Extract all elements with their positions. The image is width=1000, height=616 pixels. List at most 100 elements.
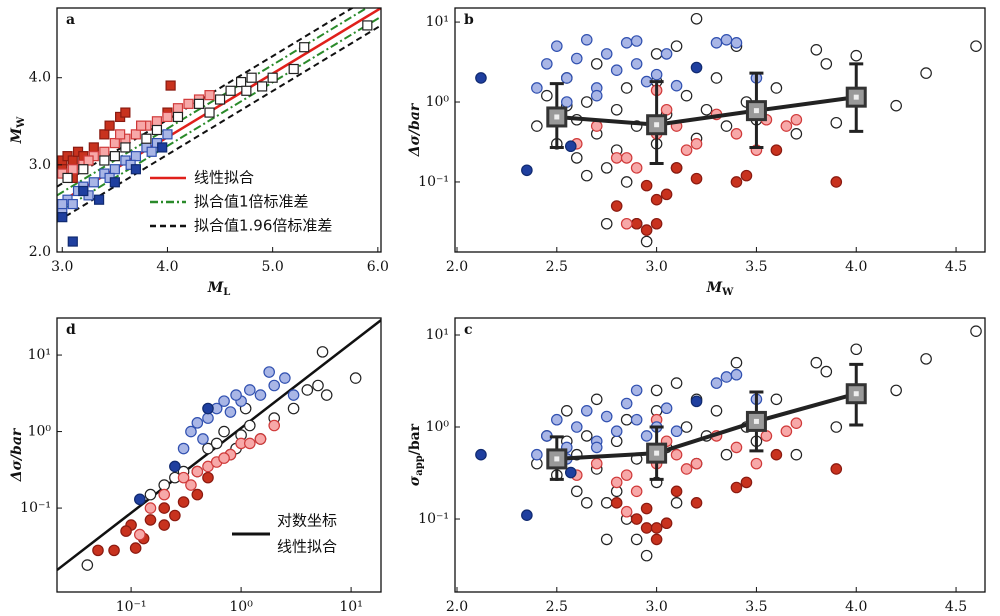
point	[541, 89, 553, 102]
binned-line	[556, 391, 857, 461]
point	[790, 113, 803, 126]
point	[610, 103, 623, 116]
point	[670, 79, 683, 92]
point	[620, 176, 633, 188]
plot-area	[475, 12, 982, 248]
point	[620, 413, 633, 426]
point	[720, 120, 733, 132]
point	[197, 433, 209, 445]
point	[730, 441, 743, 454]
point	[570, 421, 583, 433]
x-tick-label: 3.5	[745, 599, 767, 615]
panel: 10⁻¹10⁰10¹10⁻¹10⁰10¹σapp/barΔσ/bard对数坐标线…	[9, 317, 382, 615]
point	[750, 457, 763, 470]
y-tick-label: 10¹	[426, 327, 449, 343]
point	[551, 40, 563, 52]
y-tick-label: 10⁰	[28, 424, 52, 440]
point	[590, 120, 603, 132]
legend-label: 线性拟合	[277, 538, 337, 556]
legend-label: 线性拟合	[194, 169, 254, 187]
x-tick-label: 2.5	[546, 599, 568, 615]
point	[710, 377, 723, 389]
x-tick-label: 2.0	[446, 259, 468, 275]
point	[630, 533, 643, 546]
point	[650, 68, 663, 81]
point	[301, 384, 314, 396]
point	[610, 152, 623, 164]
point	[191, 417, 204, 429]
axis-label-main: M	[706, 280, 723, 296]
binned-mean-center	[853, 391, 859, 397]
point	[141, 133, 152, 144]
point	[185, 425, 197, 438]
y-tick-label: 10¹	[28, 347, 51, 363]
point	[780, 425, 793, 438]
axes-frame	[454, 7, 986, 253]
axis-label-sub: app	[414, 455, 425, 475]
point	[730, 128, 743, 140]
point	[99, 129, 110, 140]
axis-label-sub: L	[223, 287, 230, 298]
binned-mean-center	[853, 94, 859, 100]
y-tick-label: 10⁻¹	[418, 174, 449, 190]
point	[710, 37, 723, 49]
point	[590, 89, 603, 102]
point	[810, 356, 823, 369]
point	[670, 377, 683, 389]
point	[362, 20, 373, 31]
point	[610, 476, 623, 489]
legend-label: 对数坐标	[277, 512, 337, 530]
axis-label: σapp/bar	[407, 423, 425, 486]
point	[169, 509, 181, 522]
point	[157, 142, 168, 153]
band-lower	[57, 15, 381, 214]
point	[690, 457, 703, 470]
point	[120, 525, 132, 537]
point	[564, 466, 577, 479]
point	[78, 185, 89, 197]
point	[580, 169, 593, 182]
x-tick-label: 10⁻¹	[116, 599, 147, 615]
point	[680, 144, 693, 156]
panel-letter: d	[66, 322, 76, 338]
point	[640, 235, 653, 248]
point	[564, 140, 577, 153]
point	[104, 120, 115, 131]
point	[521, 164, 533, 177]
point	[210, 437, 223, 450]
point	[710, 405, 723, 417]
point	[620, 505, 633, 518]
point	[810, 43, 823, 56]
point	[720, 371, 733, 383]
point	[268, 419, 281, 432]
point	[134, 528, 146, 541]
point	[580, 430, 593, 442]
point	[320, 389, 333, 401]
x-tick-label: 3.0	[51, 259, 73, 275]
point	[531, 448, 543, 461]
point	[770, 393, 783, 406]
binned-mean-center	[554, 456, 560, 462]
point	[312, 379, 324, 392]
point	[130, 129, 141, 140]
point	[99, 146, 110, 157]
panel: 3.0 4.0 5.0 6.02.03.04.0MLMWa线性拟合拟合值1倍标准差拟合…	[9, 7, 389, 298]
point	[630, 513, 643, 525]
point	[169, 460, 181, 473]
point	[541, 58, 553, 70]
point	[254, 389, 267, 401]
point	[600, 497, 613, 509]
point	[316, 346, 329, 358]
point	[162, 129, 173, 140]
point	[680, 463, 693, 475]
point	[630, 58, 643, 70]
point	[650, 533, 663, 546]
point	[172, 111, 184, 123]
x-tick-label: 4.0	[845, 599, 867, 615]
y-tick-label: 10¹	[426, 14, 449, 30]
point	[268, 379, 281, 392]
point	[920, 353, 932, 365]
point	[144, 488, 157, 501]
point	[120, 107, 131, 118]
point	[730, 176, 743, 188]
